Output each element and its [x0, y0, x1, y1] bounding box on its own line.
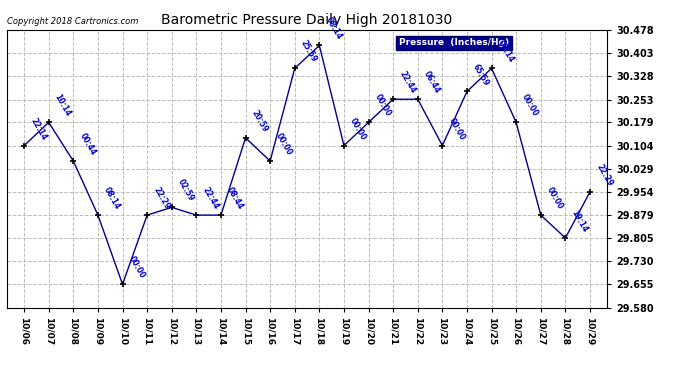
Text: Copyright 2018 Cartronics.com: Copyright 2018 Cartronics.com	[7, 17, 138, 26]
Text: 08:14: 08:14	[495, 39, 515, 64]
Text: 02:59: 02:59	[176, 178, 196, 203]
Text: 00:00: 00:00	[545, 186, 565, 211]
Text: 00:00: 00:00	[275, 132, 294, 157]
Text: 00:00: 00:00	[446, 116, 466, 141]
Text: 08:14: 08:14	[102, 185, 122, 211]
Text: 22:44: 22:44	[397, 70, 417, 95]
Text: 22:14: 22:14	[28, 116, 48, 141]
Text: 00:00: 00:00	[520, 93, 540, 118]
Text: 22:29: 22:29	[594, 162, 614, 188]
Text: 00:00: 00:00	[348, 116, 368, 141]
Text: 22:29: 22:29	[151, 186, 171, 211]
Text: 25:59: 25:59	[299, 39, 319, 64]
Text: 10:14: 10:14	[53, 93, 72, 118]
Text: 00:44: 00:44	[77, 132, 97, 157]
Title: Barometric Pressure Daily High 20181030: Barometric Pressure Daily High 20181030	[161, 13, 453, 27]
Text: 22:44: 22:44	[201, 186, 220, 211]
Text: 20:59: 20:59	[250, 108, 270, 134]
Text: Pressure  (Inches/Hg): Pressure (Inches/Hg)	[399, 38, 509, 47]
Text: 00:00: 00:00	[373, 93, 393, 118]
Text: 00:00: 00:00	[127, 255, 146, 280]
Text: 08:44: 08:44	[225, 185, 245, 211]
Text: 06:44: 06:44	[422, 70, 442, 95]
Text: 08:14: 08:14	[324, 16, 344, 41]
Text: 65:59: 65:59	[471, 62, 491, 87]
Text: 19:14: 19:14	[569, 209, 589, 234]
